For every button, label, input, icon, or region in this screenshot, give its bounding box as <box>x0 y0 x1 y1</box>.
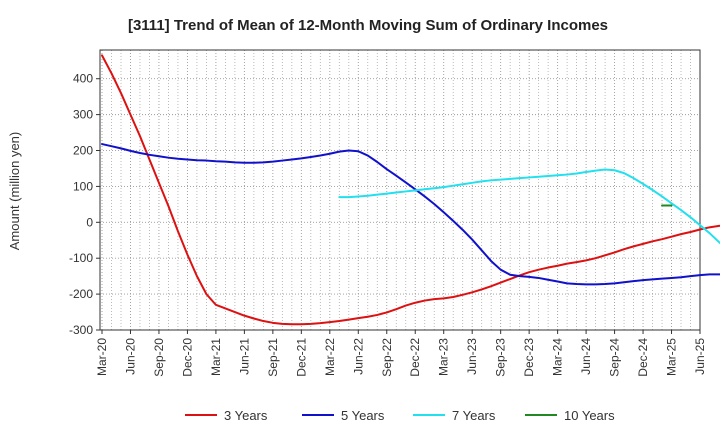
x-tick-label: Dec-22 <box>408 338 422 377</box>
y-tick-label: 200 <box>73 144 93 158</box>
plot-frame <box>99 49 701 331</box>
series-line-5-years <box>101 143 720 286</box>
y-tick-label: 400 <box>73 72 93 86</box>
y-tick-label: 100 <box>73 179 93 193</box>
legend-label: 5 Years <box>341 408 385 423</box>
y-axis-label: Amount (million yen) <box>7 132 22 251</box>
x-tick-label: Mar-21 <box>209 338 223 376</box>
y-tick-label: 0 <box>86 215 93 229</box>
plot-area: Mar-20 Jun-20 Sep-20 Dec-20 Mar-21 Jun-21 Sep-… <box>69 49 720 377</box>
x-tick-label: Sep-20 <box>152 338 166 377</box>
x-tick-label: Jun-23 <box>465 338 479 375</box>
x-tick-label: Mar-23 <box>437 338 451 376</box>
legend-label: 10 Years <box>564 408 615 423</box>
x-tick-label: Sep-21 <box>266 338 280 377</box>
y-tick-label: -100 <box>69 251 93 265</box>
legend-label: 7 Years <box>452 408 496 423</box>
x-tick-label: Mar-25 <box>665 338 679 376</box>
chart-title: [3111] Trend of Mean of 12-Month Moving … <box>128 17 608 34</box>
x-tick-label: Jun-25 <box>693 338 707 375</box>
x-tick-label: Dec-21 <box>294 338 308 377</box>
x-tick-label: Sep-23 <box>494 338 508 377</box>
x-tick-label: Dec-24 <box>636 338 650 377</box>
x-tick-label: Dec-23 <box>522 338 536 377</box>
x-tick-label: Jun-20 <box>123 338 137 375</box>
series-line-3-years <box>101 54 720 326</box>
x-tick-label: Sep-22 <box>380 338 394 377</box>
x-tick-label: Dec-20 <box>180 338 194 377</box>
legend: 3 Years 5 Years 7 Years 10 Years <box>185 408 615 423</box>
x-tick-label: Jun-24 <box>579 338 593 375</box>
y-tick-label: -300 <box>69 323 93 337</box>
x-tick-label: Jun-22 <box>351 338 365 375</box>
legend-label: 3 Years <box>224 408 268 423</box>
series-line-7-years <box>338 168 720 245</box>
x-tick-label: Jun-21 <box>237 338 251 375</box>
plot-background <box>100 50 700 330</box>
x-tick-label: Mar-22 <box>323 338 337 376</box>
y-tick-label: -200 <box>69 287 93 301</box>
x-tick-label: Mar-24 <box>551 338 565 376</box>
x-tick-label: Sep-24 <box>608 338 622 377</box>
y-tick-label: 300 <box>73 108 93 122</box>
x-tick-label: Mar-20 <box>95 338 109 376</box>
